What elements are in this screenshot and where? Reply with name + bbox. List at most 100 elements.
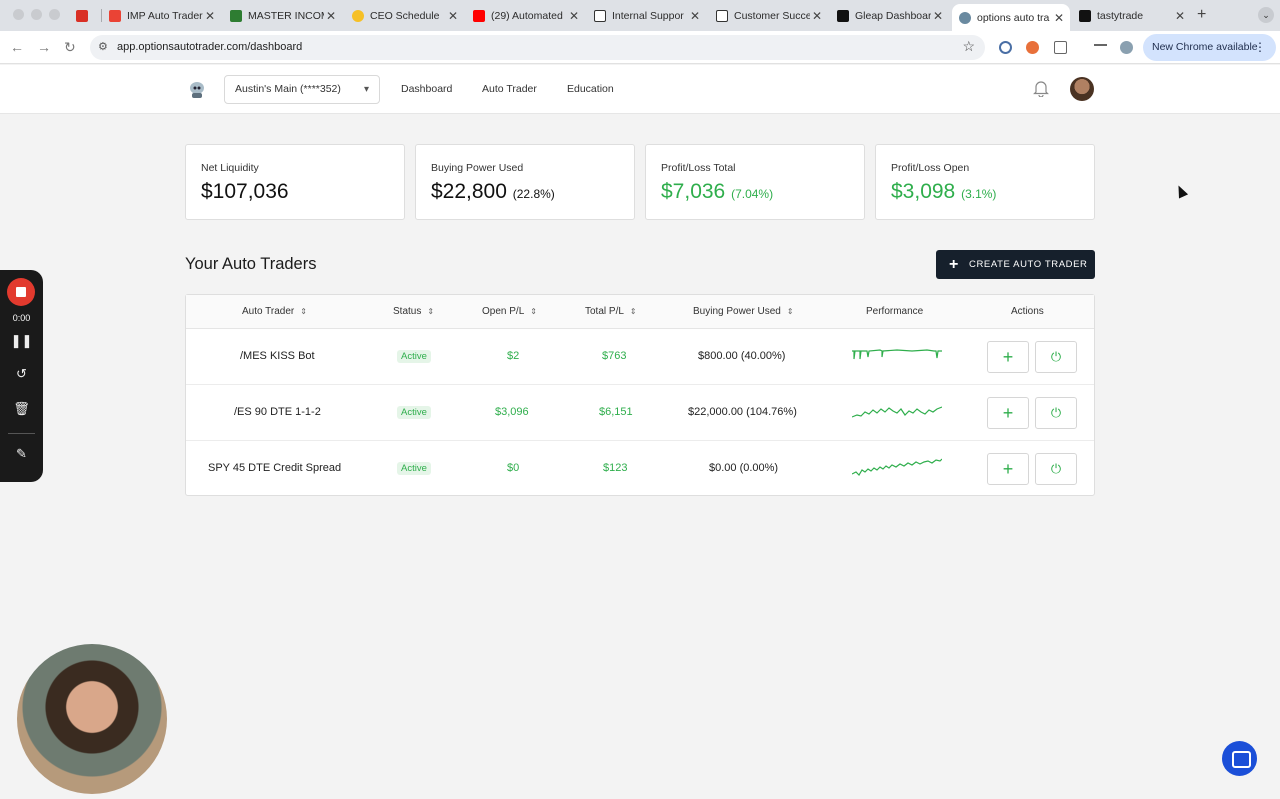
browser-tab[interactable]: CEO Schedule ✕ bbox=[352, 4, 464, 27]
tab-close-icon[interactable]: ✕ bbox=[811, 8, 822, 23]
power-toggle-button[interactable]: ⏻ bbox=[1035, 453, 1077, 485]
webcam-overlay bbox=[17, 644, 167, 794]
pencil-icon[interactable]: ✎ bbox=[16, 446, 27, 461]
window-close-dot[interactable] bbox=[13, 9, 24, 20]
back-arrow-icon[interactable]: ← bbox=[10, 39, 24, 55]
tab-close-icon[interactable]: ✕ bbox=[325, 8, 336, 23]
account-selector-label: Austin's Main (****352) bbox=[235, 83, 341, 95]
auto-traders-table: Auto Trader ⇕ Status ⇕ Open P/L ⇕ Total P/L… bbox=[185, 294, 1095, 496]
tab-close-icon[interactable]: ✕ bbox=[932, 8, 943, 23]
tab-close-icon[interactable]: ✕ bbox=[689, 8, 700, 23]
performance-sparkline bbox=[852, 349, 942, 360]
column-header-performance: Performance bbox=[866, 306, 924, 317]
new-chrome-available-button[interactable]: New Chrome available ⋮ bbox=[1143, 34, 1276, 61]
browser-tab[interactable]: Internal Suppor ✕ bbox=[594, 4, 706, 27]
extensions-puzzle-icon[interactable] bbox=[1054, 41, 1067, 54]
reload-icon[interactable]: ↻ bbox=[64, 39, 76, 55]
browser-tab-strip: IMP Auto Trader ✕ MASTER INCOM ✕ CEO Sch… bbox=[0, 0, 1280, 31]
stat-card-net-liquidity: Net Liquidity $107,036 bbox=[185, 144, 405, 220]
password-manager-icon[interactable] bbox=[999, 41, 1012, 54]
add-button[interactable]: + bbox=[987, 397, 1029, 429]
tab-favicon-icon bbox=[76, 9, 88, 22]
gmail-icon bbox=[109, 9, 121, 22]
pause-icon[interactable]: ❚❚ bbox=[10, 333, 33, 348]
url-text[interactable]: app.optionsautotrader.com/dashboard bbox=[117, 41, 303, 53]
reading-list-icon[interactable] bbox=[1094, 44, 1107, 52]
more-menu-icon[interactable]: ⋮ bbox=[1254, 40, 1266, 54]
trader-name[interactable]: /MES KISS Bot bbox=[240, 350, 315, 362]
stat-percent: (22.8%) bbox=[512, 187, 555, 201]
sort-icon[interactable]: ⇕ bbox=[427, 307, 435, 316]
window-zoom-dot[interactable] bbox=[49, 9, 60, 20]
tab-close-icon[interactable]: ✕ bbox=[1053, 10, 1064, 25]
tab-title: IMP Auto Trader bbox=[127, 9, 203, 22]
total-pl-value: $763 bbox=[602, 350, 627, 362]
tab-title: CEO Schedule bbox=[370, 9, 440, 22]
restart-icon[interactable]: ↺ bbox=[16, 366, 27, 381]
bookmark-star-icon[interactable]: ☆ bbox=[962, 38, 975, 54]
open-pl-value: $2 bbox=[507, 350, 520, 362]
table-row[interactable]: SPY 45 DTE Credit Spread Active $0 $123 … bbox=[186, 441, 1094, 497]
new-tab-icon[interactable]: + bbox=[1197, 6, 1207, 23]
tab-title: options auto tra bbox=[977, 11, 1050, 24]
tab-title: MASTER INCOM bbox=[248, 9, 324, 22]
table-row[interactable]: /ES 90 DTE 1-1-2 Active $3,096 $6,151 $2… bbox=[186, 385, 1094, 441]
browser-tab[interactable]: tastytrade ✕ bbox=[1079, 4, 1191, 27]
trader-name[interactable]: SPY 45 DTE Credit Spread bbox=[208, 462, 342, 474]
profile-extension-icon[interactable] bbox=[1120, 41, 1133, 54]
add-button[interactable]: + bbox=[987, 453, 1029, 485]
column-header-open-pl[interactable]: Open P/L ⇕ bbox=[482, 306, 537, 317]
table-row[interactable]: /MES KISS Bot Active $2 $763 $800.00 (40… bbox=[186, 329, 1094, 385]
account-selector[interactable]: Austin's Main (****352) ▾ bbox=[224, 75, 380, 104]
sort-icon[interactable]: ⇕ bbox=[300, 307, 307, 316]
column-header-total-pl[interactable]: Total P/L ⇕ bbox=[585, 306, 637, 317]
site-info-icon[interactable]: ⚙ bbox=[98, 41, 108, 53]
column-header-buying-power-used[interactable]: Buying Power Used ⇕ bbox=[693, 306, 794, 317]
user-avatar[interactable] bbox=[1070, 77, 1094, 101]
options-auto-trader-icon bbox=[959, 11, 971, 24]
trash-icon[interactable]: 🗑 bbox=[13, 401, 30, 416]
tab-title: Internal Suppor bbox=[612, 9, 684, 22]
total-pl-value: $6,151 bbox=[599, 406, 633, 418]
column-header-actions: Actions bbox=[1011, 306, 1044, 317]
stop-recording-button[interactable] bbox=[7, 278, 35, 306]
extension-icon[interactable] bbox=[1026, 41, 1039, 54]
sort-icon[interactable]: ⇕ bbox=[786, 307, 794, 316]
power-toggle-button[interactable]: ⏻ bbox=[1035, 341, 1077, 373]
tab-close-icon[interactable]: ✕ bbox=[568, 8, 579, 23]
browser-tab[interactable]: IMP Auto Trader ✕ bbox=[109, 4, 221, 27]
column-header-status[interactable]: Status ⇕ bbox=[393, 306, 435, 317]
create-auto-trader-button[interactable]: + CREATE AUTO TRADER bbox=[936, 250, 1095, 279]
browser-tab[interactable]: MASTER INCOM ✕ bbox=[230, 4, 342, 27]
tab-title: (29) Automated bbox=[491, 9, 563, 22]
bell-icon[interactable] bbox=[1033, 79, 1049, 97]
sort-icon[interactable]: ⇕ bbox=[629, 307, 637, 316]
stat-card-profit-loss-total: Profit/Loss Total $7,036 (7.04%) bbox=[645, 144, 865, 220]
chat-support-button[interactable] bbox=[1222, 741, 1257, 776]
trader-name[interactable]: /ES 90 DTE 1-1-2 bbox=[234, 406, 321, 418]
nav-auto-trader[interactable]: Auto Trader bbox=[482, 83, 537, 95]
address-bar[interactable]: ⚙ app.optionsautotrader.com/dashboard ☆ bbox=[90, 35, 985, 60]
power-toggle-button[interactable]: ⏻ bbox=[1035, 397, 1077, 429]
add-button[interactable]: + bbox=[987, 341, 1029, 373]
tab-close-icon[interactable]: ✕ bbox=[1174, 8, 1185, 23]
browser-tab[interactable]: (29) Automated ✕ bbox=[473, 4, 585, 27]
sort-icon[interactable]: ⇕ bbox=[530, 307, 537, 316]
power-icon: ⏻ bbox=[1050, 349, 1062, 364]
nav-dashboard[interactable]: Dashboard bbox=[401, 83, 453, 95]
browser-tab[interactable] bbox=[76, 4, 98, 27]
browser-tab-active[interactable]: options auto tra ✕ bbox=[952, 4, 1070, 31]
stat-percent: (3.1%) bbox=[961, 187, 997, 201]
column-header-auto-trader[interactable]: Auto Trader ⇕ bbox=[242, 306, 307, 317]
robot-logo-icon[interactable] bbox=[186, 79, 208, 101]
nav-education[interactable]: Education bbox=[567, 83, 614, 95]
tab-close-icon[interactable]: ✕ bbox=[204, 8, 215, 23]
browser-tab[interactable]: Gleap Dashboar ✕ bbox=[837, 4, 949, 27]
tab-search-chevron-icon[interactable]: ⌄ bbox=[1258, 7, 1274, 23]
create-button-label: CREATE AUTO TRADER bbox=[969, 259, 1088, 270]
buying-power-used-value: $800.00 (40.00%) bbox=[698, 350, 786, 362]
forward-arrow-icon[interactable]: → bbox=[37, 39, 51, 55]
tab-close-icon[interactable]: ✕ bbox=[447, 8, 458, 23]
window-minimize-dot[interactable] bbox=[31, 9, 42, 20]
browser-tab[interactable]: Customer Succe ✕ bbox=[716, 4, 828, 27]
